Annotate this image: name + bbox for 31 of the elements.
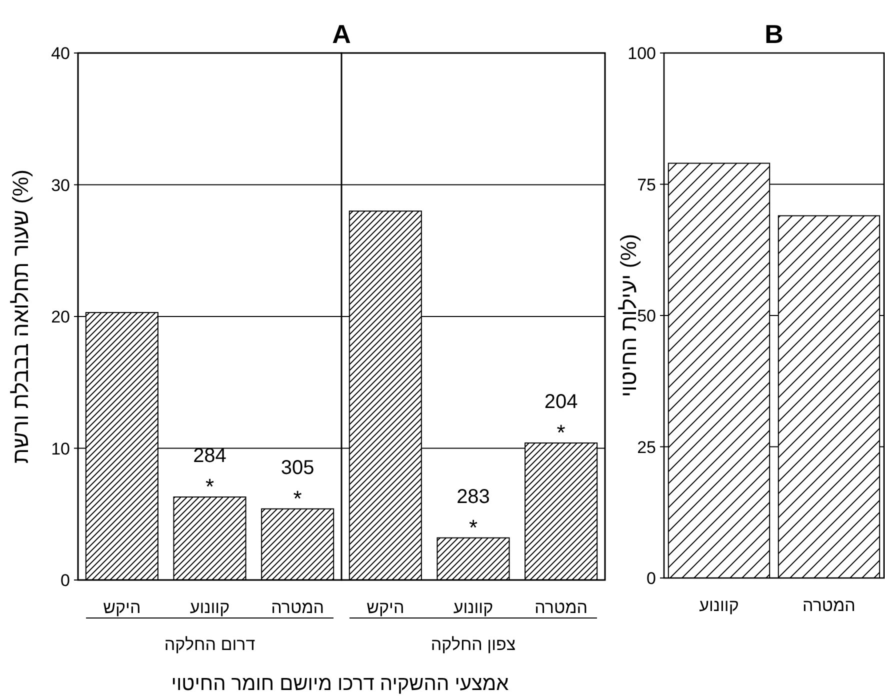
text: 284 [193,444,226,467]
y-tick-label: 25 [637,438,656,457]
chart-title: B [764,19,784,49]
x-tick-label: היקש [103,598,141,617]
annotation: * [468,514,478,540]
y-tick-label: 30 [51,176,70,195]
y-axis-title: שעור תחלואה בבבלת ורשת (%) [8,170,33,464]
x-tick-label: קוונוע [190,598,230,617]
x-tick-label: קוונוע [453,598,494,617]
y-tick-label: 75 [637,175,656,194]
y-tick-label: 20 [51,308,70,326]
annotation: * [293,486,302,511]
y-tick-label: 0 [646,569,656,588]
text: 283 [456,486,490,508]
y-tick-label: 40 [51,44,70,63]
x-tick-label: המטרה [802,596,856,615]
annotation: * [205,474,214,499]
annotation: * [556,420,566,445]
text: צפון החלקה [430,635,516,654]
y-tick-label: 10 [51,439,70,458]
chart-title: A [332,19,352,49]
x-tick-label: קוונוע [699,596,739,615]
text: דרום החלקה [164,635,256,654]
text: 305 [280,456,314,479]
x-tick-label: המטרה [534,598,588,617]
x-tick-label: המטרה [271,598,324,617]
x-tick-label: היקש [366,598,404,617]
x-axis-title: אמצעי ההשקיה דרכו מיושם חומר החיטוי [171,673,510,695]
y-tick-label: 100 [628,44,656,63]
text: 204 [544,390,578,413]
y-tick-label: 0 [60,571,70,590]
